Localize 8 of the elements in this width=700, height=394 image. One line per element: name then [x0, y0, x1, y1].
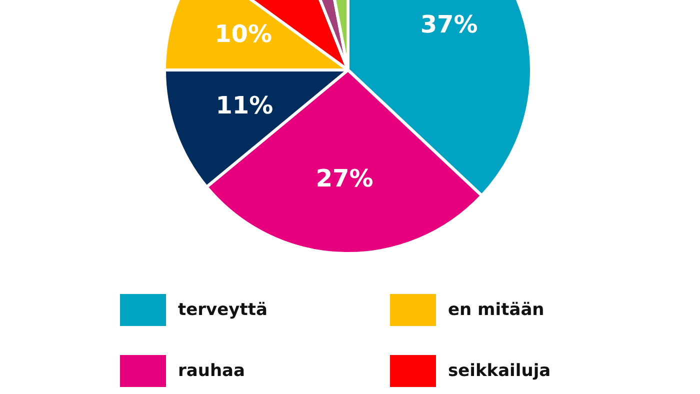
data-label: 37% [420, 10, 478, 39]
data-label: 11% [216, 92, 274, 120]
legend-label: rauhaa [178, 361, 246, 381]
legend-label: seikkailuja [448, 361, 551, 381]
legend-label: en mitään [448, 300, 544, 320]
data-label: 10% [214, 20, 272, 48]
data-label: 27% [316, 164, 374, 192]
legend-label: terveyttä [178, 300, 268, 320]
